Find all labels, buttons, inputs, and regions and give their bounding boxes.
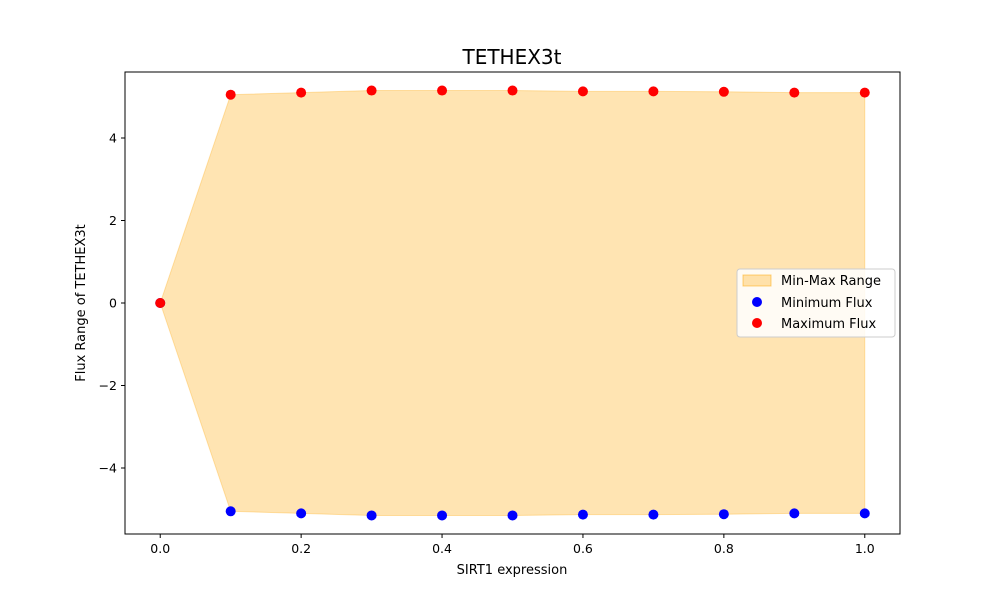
minimum-flux-point-10 — [859, 508, 870, 519]
legend-marker-minimum-flux — [752, 297, 762, 307]
legend-marker-maximum-flux — [752, 318, 762, 328]
y-tick-label-4: 4 — [109, 131, 117, 146]
x-axis-label: SIRT1 expression — [457, 563, 568, 578]
x-tick-label-3: 0.6 — [573, 541, 593, 556]
y-axis-label: Flux Range of TETHEX3t — [74, 224, 89, 382]
x-axis-ticks: 0.0 0.2 0.4 0.6 0.8 1.0 — [150, 534, 875, 556]
legend-box — [736, 268, 896, 338]
minimum-flux-point-7 — [648, 509, 659, 520]
maximum-flux-point-2 — [296, 87, 307, 98]
maximum-flux-point-0 — [155, 298, 166, 308]
minimum-flux-point-1 — [225, 506, 236, 517]
minimum-flux-point-6 — [577, 509, 588, 520]
legend-label-min-max-range: Min-Max Range — [781, 274, 881, 289]
maximum-flux-point-4 — [437, 85, 448, 96]
maximum-flux-point-7 — [648, 86, 659, 97]
maximum-flux-point-1 — [225, 89, 236, 100]
legend-label-maximum-flux: Maximum Flux — [781, 317, 877, 332]
chart-title: TETHEX3t — [461, 45, 561, 69]
points-layer — [155, 85, 870, 521]
y-tick-label-3: 2 — [109, 213, 117, 228]
x-tick-label-2: 0.4 — [432, 541, 452, 556]
minimum-flux-point-4 — [437, 510, 448, 521]
maximum-flux-point-3 — [366, 85, 377, 96]
y-tick-label-1: −2 — [99, 378, 117, 393]
legend: Min-Max Range Minimum Flux Maximum Flux — [736, 268, 896, 338]
legend-label-minimum-flux: Minimum Flux — [781, 296, 873, 311]
maximum-flux-point-8 — [718, 86, 729, 97]
x-tick-label-0: 0.0 — [150, 541, 170, 556]
x-tick-label-5: 1.0 — [855, 541, 875, 556]
minimum-flux-point-3 — [366, 510, 377, 521]
minimum-flux-point-2 — [296, 508, 307, 519]
maximum-flux-point-5 — [507, 85, 518, 96]
minimum-flux-point-5 — [507, 510, 518, 521]
legend-swatch-min-max-range — [742, 274, 772, 287]
maximum-flux-point-10 — [859, 87, 870, 98]
x-tick-label-4: 0.8 — [714, 541, 734, 556]
maximum-flux-point-9 — [789, 87, 800, 98]
minimum-flux-point-9 — [789, 508, 800, 519]
y-tick-label-0: −4 — [99, 461, 117, 476]
x-tick-label-1: 0.2 — [291, 541, 311, 556]
minimum-flux-point-8 — [718, 509, 729, 520]
maximum-flux-point-6 — [577, 86, 588, 97]
y-tick-label-2: 0 — [109, 296, 117, 311]
y-axis-ticks: −4 −2 0 2 4 — [99, 131, 125, 476]
